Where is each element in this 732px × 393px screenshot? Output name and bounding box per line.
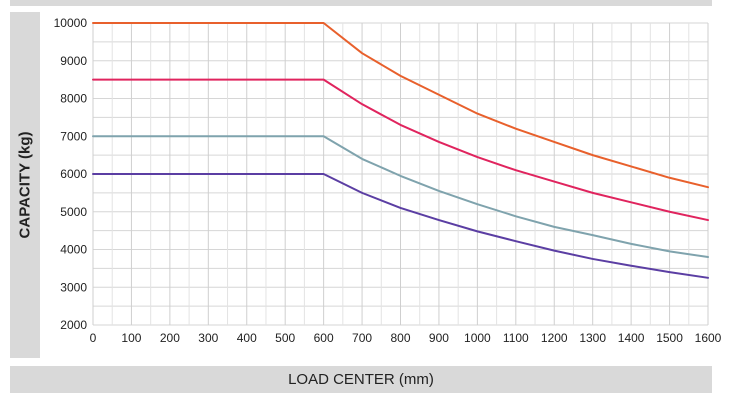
x-tick-label: 600 (314, 331, 334, 345)
x-tick-label: 1200 (541, 331, 568, 345)
x-tick-label: 300 (198, 331, 218, 345)
series-line-4 (92, 173, 709, 279)
y-tick-label: 7000 (60, 129, 87, 143)
y-tick-label: 10000 (54, 16, 88, 30)
x-tick-label: 900 (429, 331, 449, 345)
x-tick-label: 100 (121, 331, 141, 345)
y-tick-label: 9000 (60, 54, 87, 68)
x-axis-label: LOAD CENTER (mm) (288, 371, 434, 388)
y-tick-label: 5000 (60, 205, 87, 219)
series-line-3 (92, 135, 709, 259)
x-tick-label: 1000 (464, 331, 491, 345)
load-capacity-chart: 2000 3000 4000 5000 6000 7000 8000 9000 10000 0 1… (54, 16, 722, 345)
x-tick-label: 500 (275, 331, 295, 345)
series-lines (92, 22, 709, 279)
y-tick-label: 2000 (60, 318, 87, 332)
y-tick-labels: 2000 3000 4000 5000 6000 7000 8000 9000 10000 (54, 16, 88, 332)
y-tick-label: 3000 (60, 280, 87, 294)
top-band (10, 0, 712, 6)
x-tick-label: 1400 (618, 331, 645, 345)
y-axis-label-panel (10, 12, 40, 358)
y-tick-label: 4000 (60, 243, 87, 257)
x-tick-label: 1100 (503, 331, 529, 345)
x-tick-label: 1300 (579, 331, 606, 345)
series-line-1 (92, 22, 709, 189)
x-tick-label: 700 (352, 331, 372, 345)
x-tick-labels: 0 100 200 300 400 500 600 700 800 900 1000 1100 1200… (90, 331, 722, 345)
x-tick-label: 400 (237, 331, 257, 345)
y-tick-label: 6000 (60, 167, 87, 181)
x-tick-label: 0 (90, 331, 97, 345)
x-tick-label: 1600 (695, 331, 722, 345)
x-tick-label: 200 (160, 331, 180, 345)
x-tick-label: 800 (390, 331, 410, 345)
series-line-2 (92, 78, 709, 222)
x-tick-label: 1500 (656, 331, 683, 345)
x-axis-label-panel: LOAD CENTER (mm) (10, 366, 712, 393)
y-tick-label: 8000 (60, 92, 87, 106)
grid (92, 22, 709, 326)
